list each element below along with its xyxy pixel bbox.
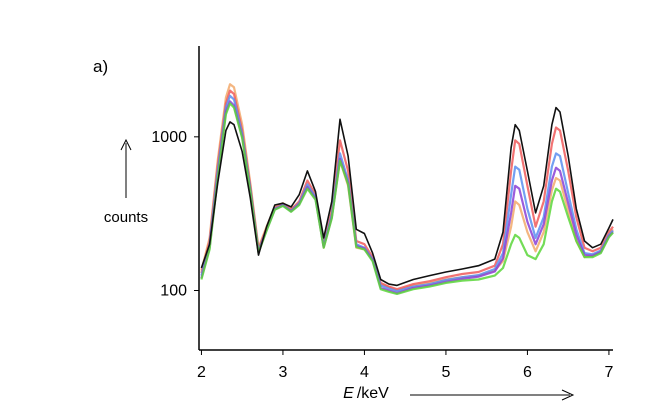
x-tick-label: 2 [197, 364, 206, 381]
tick-layer: 2 3 4 5 6 7 100 1000 [151, 129, 613, 381]
x-tick-label: 6 [523, 364, 532, 381]
y-tick-label: 100 [160, 282, 187, 299]
y-axis-label: counts [104, 209, 148, 226]
y-tick-label: 1000 [151, 129, 187, 146]
x-axis-arrow [410, 389, 575, 401]
x-axis-label: E/keV [343, 385, 389, 402]
x-tick-label: 7 [604, 364, 613, 381]
x-axis-variable: E [343, 385, 354, 402]
x-tick-label: 3 [278, 364, 287, 381]
spectrum-series-layer [200, 83, 614, 295]
x-axis-unit: keV [361, 385, 389, 402]
x-tick-label: 5 [441, 364, 450, 381]
y-axis-arrow [120, 138, 132, 198]
x-tick-label: 4 [360, 364, 369, 381]
spectrum-series-6 [200, 106, 614, 287]
panel-label: a) [93, 57, 108, 76]
